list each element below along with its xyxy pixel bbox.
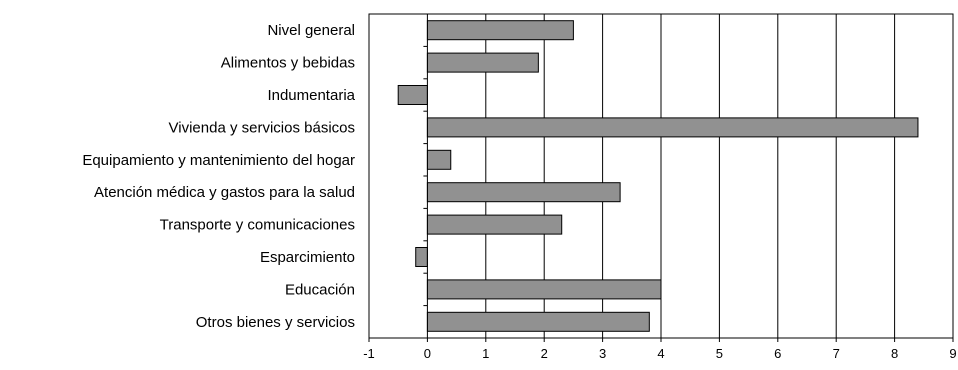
category-label: Vivienda y servicios básicos — [169, 119, 355, 136]
x-tick-label: 0 — [424, 346, 431, 361]
category-label: Transporte y comunicaciones — [160, 217, 355, 234]
category-label: Alimentos y bebidas — [221, 55, 355, 72]
bar — [426, 214, 563, 235]
x-tick-label: 5 — [716, 346, 723, 361]
category-label: Esparcimiento — [260, 249, 355, 266]
category-label: Otros bienes y servicios — [196, 314, 355, 331]
x-tick-label: 3 — [599, 346, 606, 361]
category-labels: Nivel general Alimentos y bebidas Indument… — [82, 22, 355, 331]
x-tick-label: 7 — [833, 346, 840, 361]
bar — [426, 279, 662, 300]
bar — [426, 149, 452, 170]
bar — [426, 311, 650, 332]
bars — [397, 20, 919, 332]
x-tick-label: 8 — [891, 346, 898, 361]
category-label: Educación — [285, 281, 355, 298]
bar — [426, 117, 919, 138]
category-label: Indumentaria — [267, 87, 355, 104]
category-label: Atención médica y gastos para la salud — [94, 184, 355, 201]
x-tick-label: 4 — [657, 346, 664, 361]
bar — [426, 20, 574, 41]
bar — [426, 182, 621, 203]
bar — [426, 52, 539, 73]
axes — [368, 13, 954, 342]
x-tick-label: 9 — [949, 346, 956, 361]
x-tick-label: 2 — [541, 346, 548, 361]
x-tick-label: 6 — [774, 346, 781, 361]
bar — [397, 85, 428, 105]
bar — [415, 247, 428, 267]
category-label: Equipamiento y mantenimiento del hogar — [82, 152, 355, 169]
tick-labels: -1 0 1 2 3 4 5 6 7 8 9 — [363, 346, 956, 361]
x-tick-label: -1 — [363, 346, 375, 361]
x-tick-label: 1 — [482, 346, 489, 361]
category-label: Nivel general — [267, 22, 355, 39]
